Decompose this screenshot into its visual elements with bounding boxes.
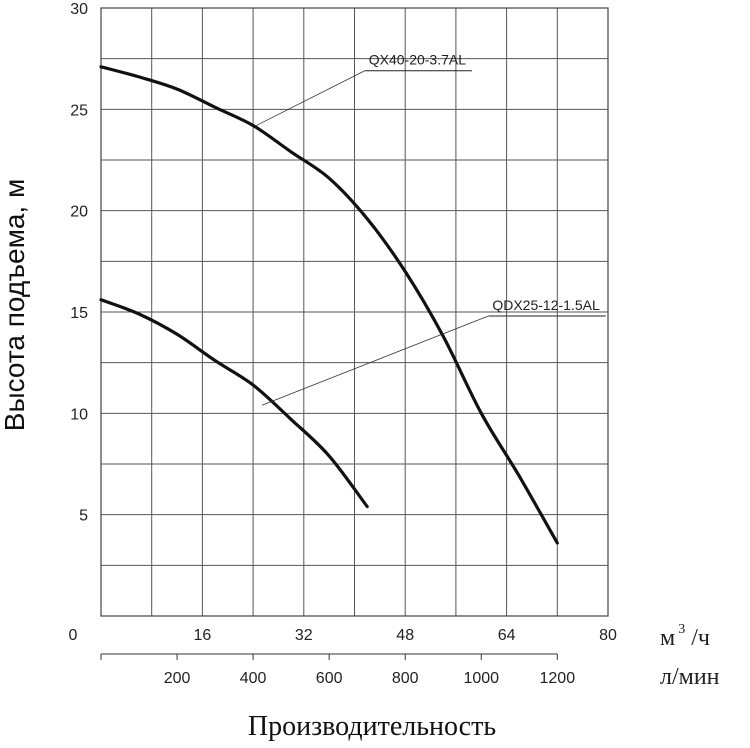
series-labels: QX40-20-3.7AL QDX25-12-1.5AL (256, 52, 606, 406)
x-unit-primary: м 3/ч (660, 622, 710, 651)
series-line (99, 65, 559, 545)
series-leader-line (256, 70, 365, 126)
x2-tick-label: 1200 (540, 670, 576, 687)
x-axis-ticks: 0 16 32 48 64 80 (69, 627, 617, 644)
y-axis-ticks: 5 10 15 20 25 30 (70, 1, 88, 525)
x-unit-suffix: /ч (691, 625, 710, 651)
y-tick-label: 20 (70, 204, 88, 221)
x-axis-label: Производительность (248, 711, 496, 742)
x2-tick-label: 400 (240, 670, 267, 687)
x-tick-label: 64 (498, 627, 516, 644)
x-unit-secondary: л/мин (660, 664, 720, 690)
y-tick-label: 5 (79, 508, 88, 525)
x-tick-label: 48 (396, 627, 414, 644)
x2-tick-label: 1000 (463, 670, 499, 687)
y-tick-label: 10 (70, 406, 88, 423)
x-unit-base: м (660, 625, 675, 651)
y-tick-label: 25 (70, 102, 88, 119)
x-tick-label: 0 (69, 627, 78, 644)
x-tick-label: 80 (599, 627, 617, 644)
x2-axis: 200 400 600 800 1000 1200 (100, 653, 576, 687)
x2-tick-label: 600 (316, 670, 343, 687)
series-label: QX40-20-3.7AL (369, 52, 466, 68)
x-unit-sup: 3 (678, 622, 685, 637)
series-label: QDX25-12-1.5AL (492, 297, 600, 313)
x-tick-label: 32 (295, 627, 313, 644)
x2-tick-label: 200 (164, 670, 191, 687)
y-tick-label: 30 (70, 1, 88, 18)
y-tick-label: 15 (70, 305, 88, 322)
grid (101, 8, 608, 616)
series-line (99, 298, 369, 509)
x-tick-label: 16 (194, 627, 212, 644)
plot-frame (100, 7, 609, 617)
series-lines (99, 65, 559, 545)
y-axis-label: Высота подъема, м (0, 179, 30, 431)
series-leader-line (261, 315, 489, 406)
x2-tick-label: 800 (392, 670, 419, 687)
